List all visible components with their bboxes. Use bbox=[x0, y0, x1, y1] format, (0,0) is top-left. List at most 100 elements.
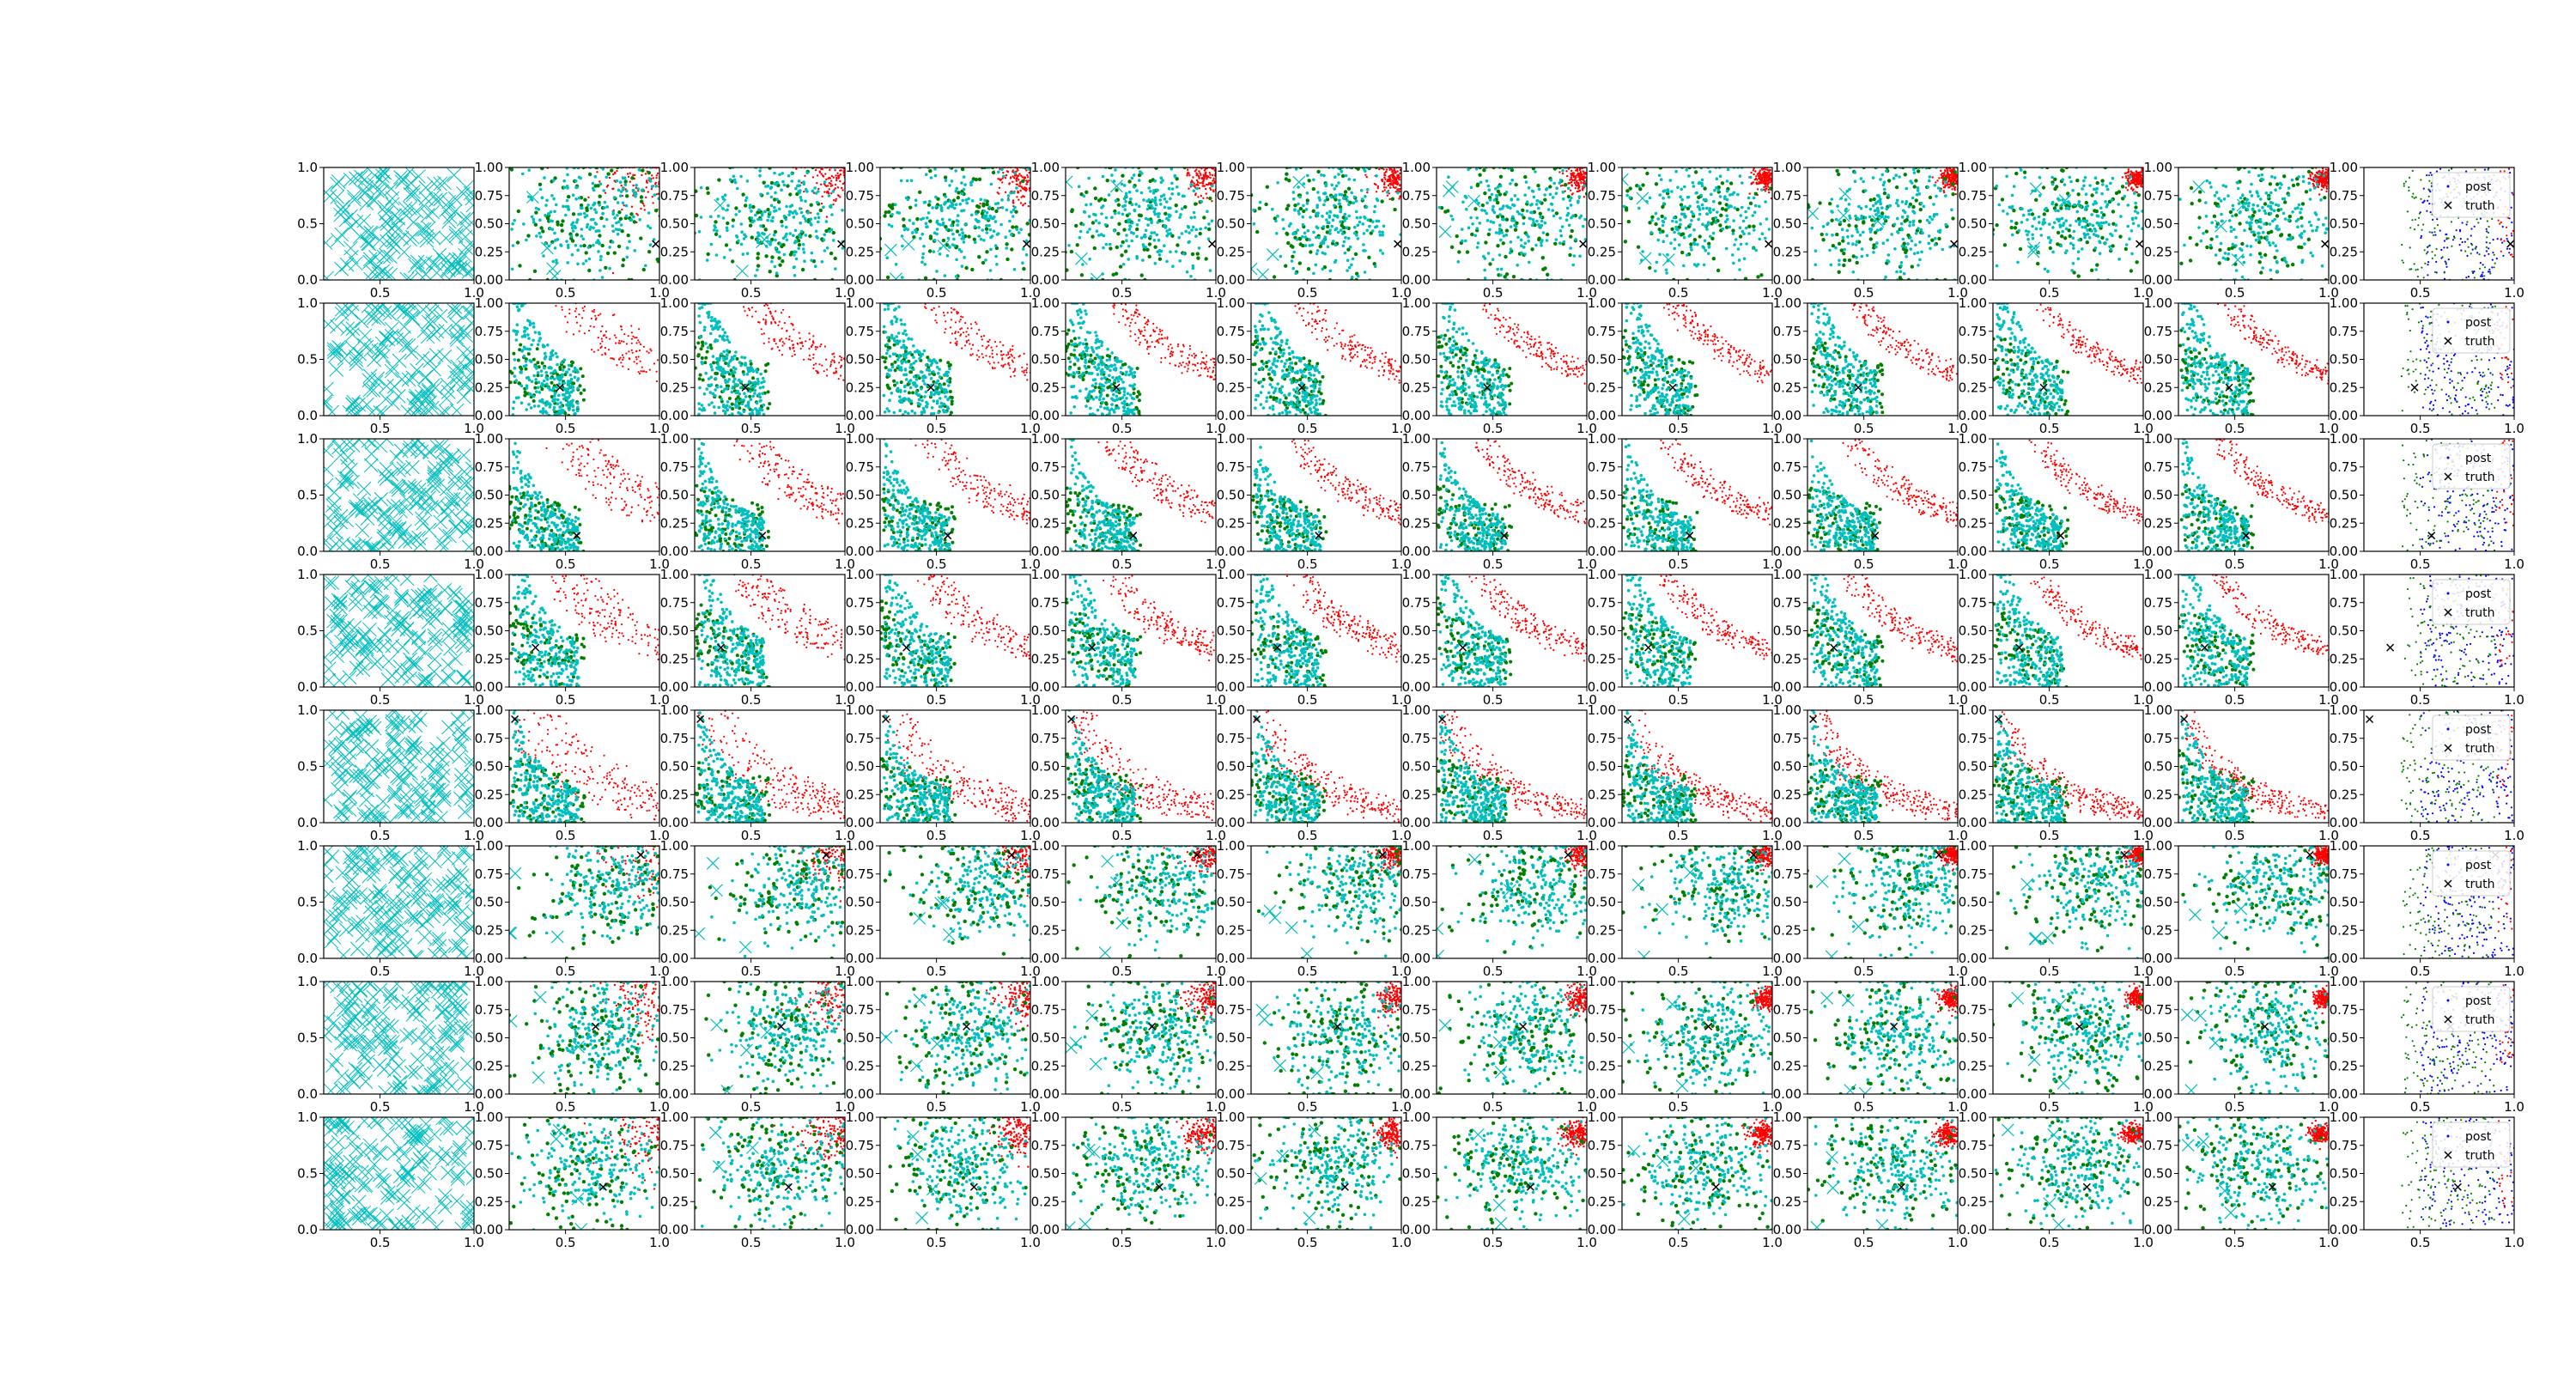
rejected-point bbox=[598, 180, 600, 182]
rejected-point bbox=[1384, 174, 1386, 176]
accepted-point bbox=[1476, 227, 1479, 230]
y-tick-label: 0.25 bbox=[660, 244, 689, 259]
accepted-point bbox=[734, 181, 738, 185]
accepted-point bbox=[1150, 222, 1153, 225]
population-point bbox=[594, 184, 598, 187]
rejected-point bbox=[832, 204, 834, 205]
accepted-point bbox=[1343, 219, 1346, 222]
rejected-point bbox=[812, 176, 814, 178]
population-point bbox=[1718, 201, 1722, 204]
accepted-point bbox=[1334, 260, 1337, 264]
population-point bbox=[756, 252, 760, 255]
accepted-point bbox=[1357, 275, 1360, 278]
accepted-point bbox=[1514, 194, 1517, 198]
accepted-point bbox=[1163, 224, 1167, 228]
accepted-point bbox=[1826, 222, 1830, 225]
accepted-point bbox=[1883, 188, 1886, 192]
rejected-point bbox=[1197, 185, 1199, 186]
accepted-point bbox=[1745, 216, 1748, 220]
accepted-point bbox=[1330, 225, 1334, 228]
population-point bbox=[656, 258, 659, 261]
rejected-point bbox=[1768, 171, 1770, 173]
accepted-point bbox=[630, 218, 634, 222]
accepted-point bbox=[739, 175, 743, 179]
accepted-point bbox=[1583, 185, 1587, 188]
accepted-point bbox=[934, 174, 938, 178]
accepted-point bbox=[1438, 206, 1442, 210]
accepted-point bbox=[1830, 210, 1833, 213]
population-point bbox=[756, 256, 759, 259]
accepted-point bbox=[1200, 200, 1204, 204]
accepted-point bbox=[1396, 192, 1400, 195]
accepted-point bbox=[1884, 216, 1887, 219]
accepted-point bbox=[1846, 235, 1850, 239]
rejected-point bbox=[1388, 183, 1390, 185]
accepted-point bbox=[1005, 209, 1009, 212]
population-point bbox=[1842, 264, 1845, 267]
rejected-point bbox=[1005, 174, 1007, 176]
accepted-point bbox=[1850, 234, 1854, 238]
accepted-point bbox=[1687, 174, 1691, 178]
rejected-point bbox=[1955, 193, 1957, 195]
rejected-point bbox=[1759, 173, 1760, 174]
accepted-point bbox=[1078, 185, 1081, 188]
accepted-point bbox=[1097, 222, 1101, 225]
accepted-point bbox=[1849, 216, 1852, 220]
population-point bbox=[1869, 237, 1873, 240]
accepted-point bbox=[1566, 207, 1570, 210]
population-point bbox=[647, 171, 651, 174]
population-point bbox=[764, 254, 768, 258]
accepted-point bbox=[1013, 268, 1017, 271]
population-point bbox=[640, 200, 643, 204]
accepted-point bbox=[1317, 236, 1321, 240]
y-tick-label: 0.00 bbox=[1402, 272, 1431, 288]
accepted-point bbox=[810, 217, 813, 221]
accepted-point bbox=[1950, 209, 1953, 212]
population-point bbox=[582, 244, 586, 247]
accepted-point bbox=[552, 198, 556, 201]
accepted-point bbox=[1562, 191, 1565, 194]
accepted-point bbox=[1009, 192, 1012, 195]
accepted-point bbox=[1157, 221, 1160, 224]
accepted-point bbox=[599, 258, 603, 262]
accepted-point bbox=[906, 179, 909, 183]
population-point bbox=[1951, 192, 1954, 196]
rejected-point bbox=[1936, 179, 1938, 181]
accepted-point bbox=[1665, 271, 1668, 275]
accepted-point bbox=[1516, 236, 1520, 240]
accepted-point bbox=[756, 218, 760, 222]
accepted-point bbox=[1131, 203, 1134, 206]
rejected-point bbox=[1583, 196, 1585, 198]
population-point bbox=[539, 226, 543, 229]
rejected-point bbox=[823, 191, 825, 192]
accepted-point bbox=[1911, 210, 1915, 213]
rejected-point bbox=[838, 177, 840, 179]
accepted-point bbox=[1518, 212, 1522, 216]
accepted-point bbox=[756, 269, 759, 272]
accepted-point bbox=[1008, 220, 1012, 223]
accepted-point bbox=[522, 222, 526, 226]
accepted-point bbox=[1662, 240, 1665, 243]
accepted-point bbox=[636, 187, 640, 191]
population-point bbox=[1121, 174, 1124, 178]
population-point bbox=[1010, 247, 1013, 251]
accepted-point bbox=[1880, 228, 1883, 231]
accepted-point bbox=[1680, 198, 1684, 202]
population-point bbox=[731, 259, 734, 263]
rejected-point bbox=[1210, 189, 1212, 191]
population-point bbox=[567, 195, 570, 198]
accepted-point bbox=[1209, 269, 1212, 272]
accepted-point bbox=[1538, 188, 1541, 192]
accepted-point bbox=[1493, 198, 1497, 202]
accepted-point bbox=[1854, 171, 1857, 174]
population-point bbox=[981, 261, 985, 264]
accepted-point bbox=[1731, 253, 1735, 257]
population-point bbox=[927, 204, 931, 207]
rejected-point bbox=[2136, 179, 2137, 180]
accepted-point bbox=[803, 259, 806, 263]
accepted-point bbox=[1529, 211, 1533, 215]
accepted-point bbox=[787, 174, 791, 178]
rejected-point bbox=[647, 191, 649, 192]
accepted-point bbox=[1563, 240, 1566, 244]
accepted-point bbox=[1378, 230, 1382, 234]
